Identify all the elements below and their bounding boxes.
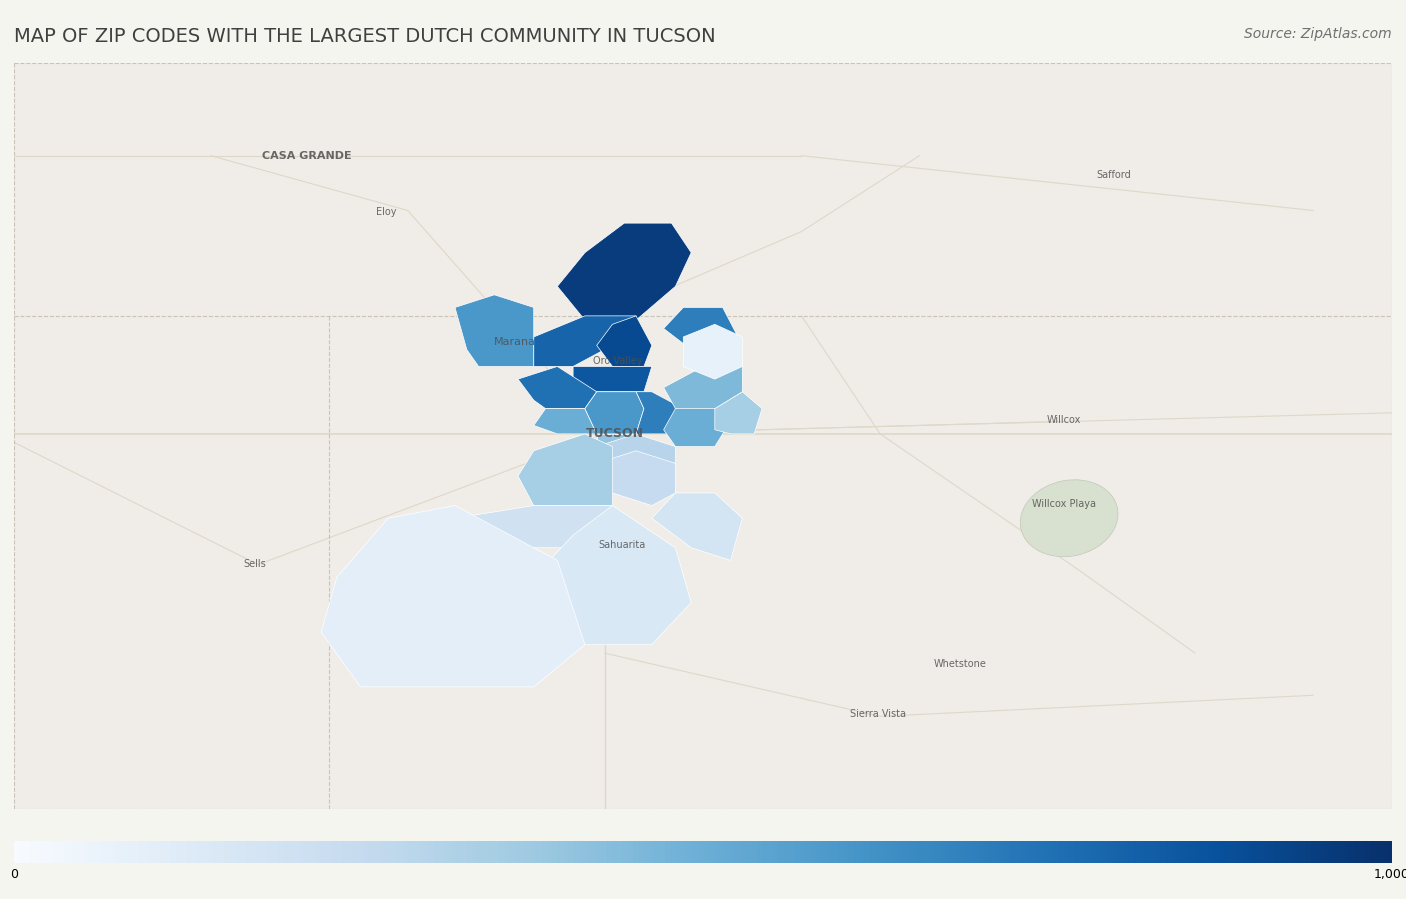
Polygon shape [456, 505, 613, 547]
Text: Eloy: Eloy [375, 207, 396, 218]
Text: Willcox: Willcox [1047, 415, 1081, 425]
Ellipse shape [1021, 480, 1118, 556]
Polygon shape [596, 434, 675, 463]
Polygon shape [534, 505, 692, 645]
Text: Whetstone: Whetstone [934, 659, 987, 669]
Text: Source: ZipAtlas.com: Source: ZipAtlas.com [1244, 27, 1392, 41]
Text: Sahuarita: Sahuarita [599, 539, 645, 550]
Polygon shape [534, 409, 596, 434]
Text: Oro Valley: Oro Valley [593, 356, 643, 367]
Polygon shape [321, 505, 585, 687]
Text: Safford: Safford [1097, 170, 1130, 180]
Text: TUCSON: TUCSON [586, 427, 644, 440]
Text: MAP OF ZIP CODES WITH THE LARGEST DUTCH COMMUNITY IN TUCSON: MAP OF ZIP CODES WITH THE LARGEST DUTCH … [14, 27, 716, 46]
Text: Sierra Vista: Sierra Vista [851, 709, 907, 719]
Text: CASA GRANDE: CASA GRANDE [262, 151, 352, 161]
Polygon shape [517, 367, 596, 409]
Polygon shape [652, 493, 742, 560]
Text: Sells: Sells [243, 559, 266, 569]
Polygon shape [664, 392, 731, 447]
Polygon shape [596, 450, 675, 505]
Text: Willcox Playa: Willcox Playa [1032, 499, 1097, 510]
Polygon shape [714, 392, 762, 434]
Polygon shape [557, 223, 692, 320]
Polygon shape [664, 307, 742, 367]
Polygon shape [534, 316, 636, 367]
Polygon shape [596, 316, 652, 367]
Polygon shape [596, 434, 636, 447]
Polygon shape [585, 392, 644, 434]
Polygon shape [456, 295, 534, 367]
Polygon shape [517, 434, 613, 505]
Polygon shape [683, 325, 742, 379]
Polygon shape [574, 367, 652, 392]
Text: Marana: Marana [494, 337, 536, 347]
Polygon shape [664, 367, 742, 409]
Polygon shape [636, 392, 683, 434]
